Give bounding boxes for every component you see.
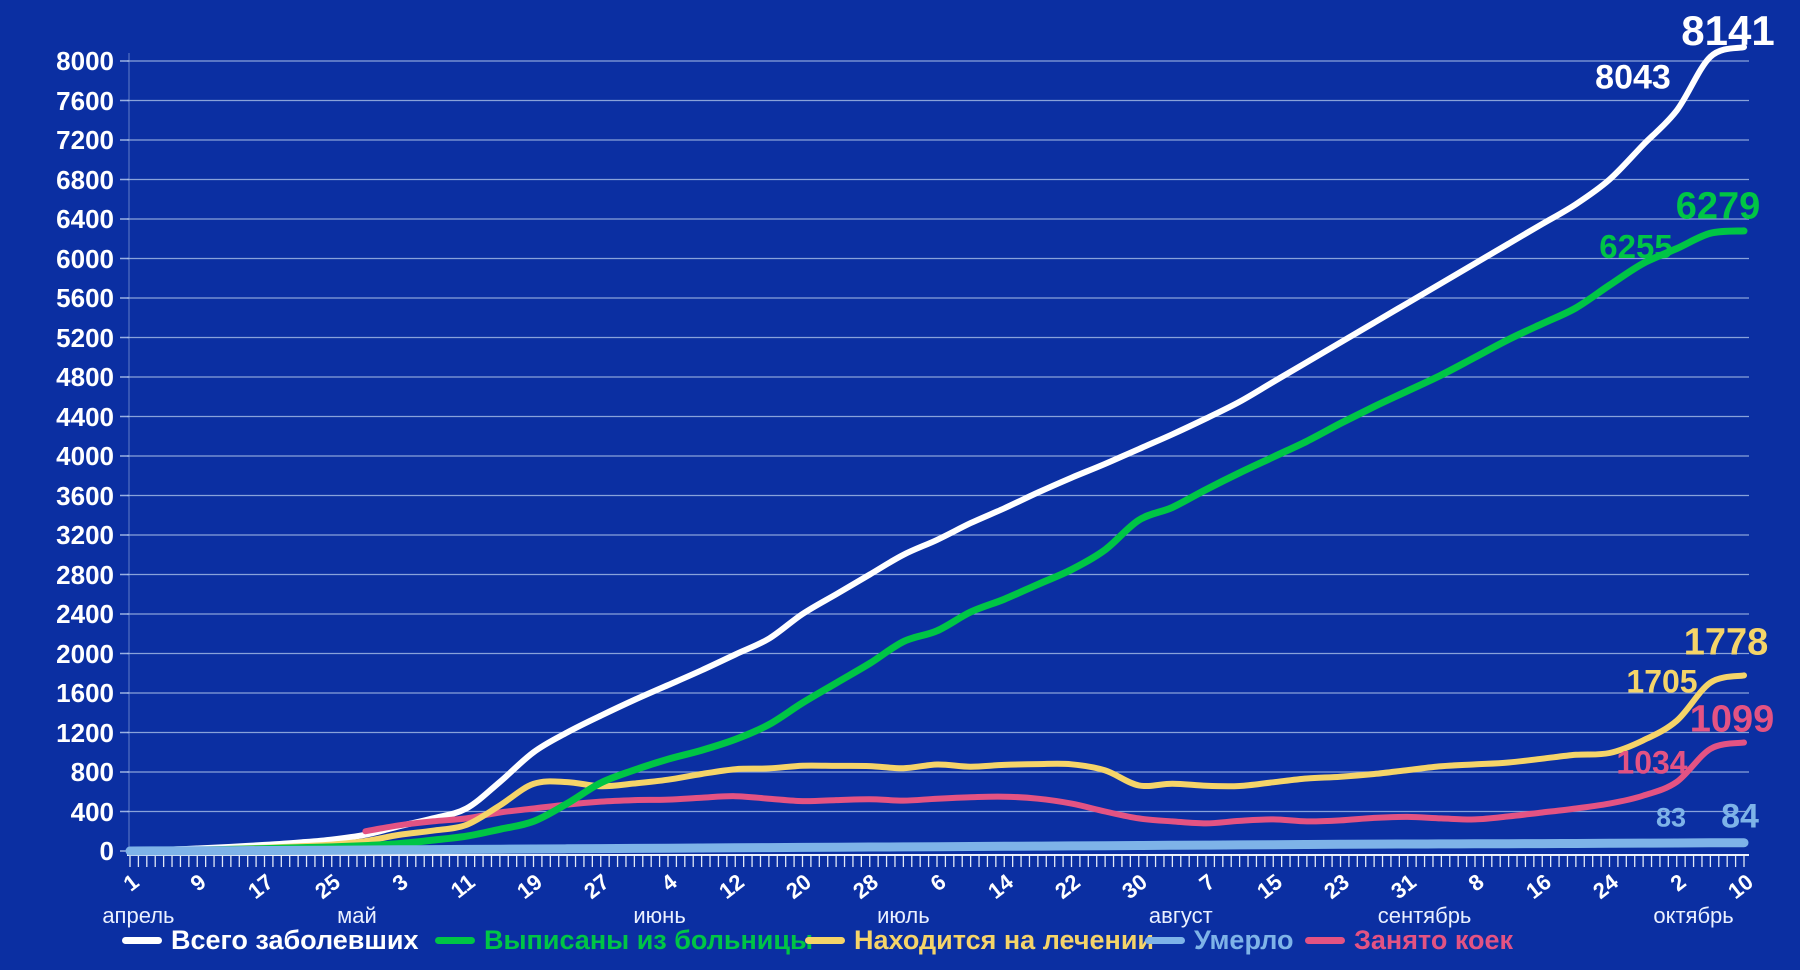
legend-label: Всего заболевших: [171, 925, 419, 955]
legend-line-swatch: [805, 936, 845, 944]
legend-line-swatch: [435, 936, 475, 944]
series-line-5: [362, 739, 1747, 835]
series-line-3: [127, 672, 1747, 854]
legend-label: Выписаны из больницы: [484, 925, 814, 955]
legend-item: Умерло: [1145, 920, 1294, 960]
legend-item: Занято коек: [1305, 920, 1513, 960]
series-line-2: [126, 227, 1748, 855]
legend-label: Занято коек: [1354, 925, 1514, 955]
legend-line-swatch: [1145, 936, 1185, 944]
legend: Всего заболевших Выписаны из больницы Нахо…: [0, 920, 1800, 964]
legend-item: Находится на лечении: [805, 920, 1154, 960]
series-line-1: [127, 44, 1747, 854]
legend-label: Находится на лечении: [854, 925, 1155, 955]
legend-line-swatch: [1305, 936, 1345, 944]
legend-label: Умерло: [1194, 925, 1294, 955]
legend-line-swatch: [122, 936, 162, 944]
legend-item: Всего заболевших: [122, 920, 419, 960]
series-line-4: [125, 838, 1749, 856]
legend-item: Выписаны из больницы: [435, 920, 813, 960]
